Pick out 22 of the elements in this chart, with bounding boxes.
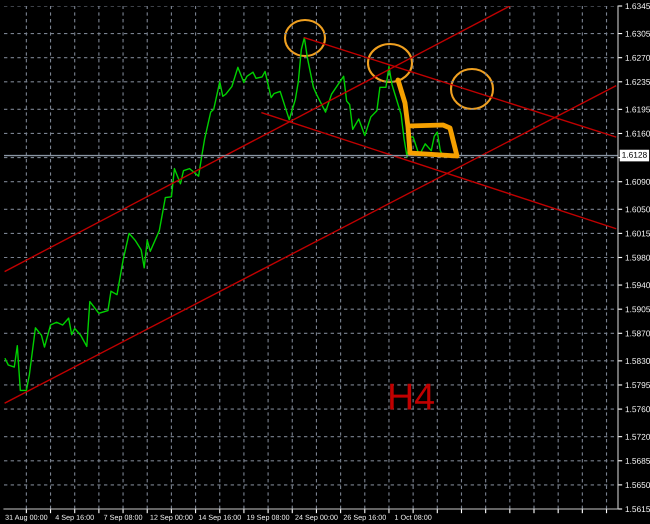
y-tick-label: 1.5685: [626, 458, 650, 464]
y-tick-label: 1.6195: [626, 106, 650, 112]
y-tick-label: 1.5940: [626, 282, 650, 288]
y-tick-label: 1.6305: [626, 30, 650, 37]
y-tick-label: 1.6160: [626, 130, 650, 137]
y-tick-label: 1.5615: [626, 506, 650, 512]
y-tick-label: 1.6345: [626, 3, 650, 10]
y-tick-label: 1.6015: [626, 230, 650, 236]
y-tick-label: 1.6270: [626, 54, 650, 61]
y-tick-label: 1.5720: [626, 434, 650, 440]
y-tick-label: 1.6050: [626, 206, 650, 212]
annotation: H4: [390, 384, 434, 410]
y-tick-label: 1.5795: [626, 382, 650, 388]
y-tick-label: 1.5760: [626, 406, 650, 412]
y-tick-label: 1.5870: [626, 330, 650, 336]
y-tick-label: 1.5650: [626, 482, 650, 488]
y-tick-label: 1.5980: [626, 254, 650, 261]
y-tick-label: 1.5830: [626, 358, 650, 364]
y-tick-label: 1.6235: [626, 78, 650, 85]
ref-line-label: 1.6128: [622, 152, 647, 158]
y-tick-label: 1.6090: [626, 178, 650, 185]
y-tick-label: 1.5905: [626, 306, 650, 312]
